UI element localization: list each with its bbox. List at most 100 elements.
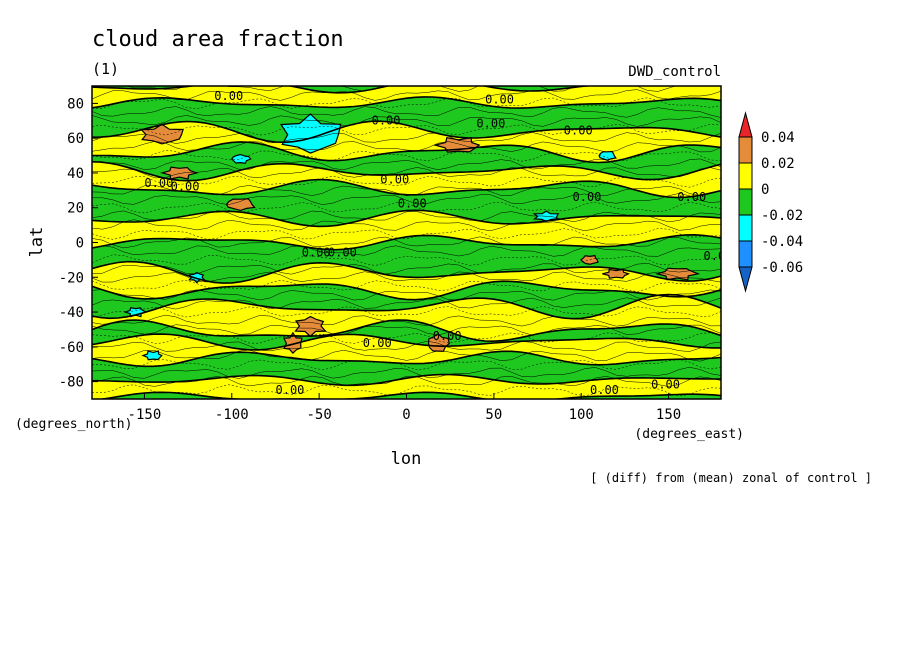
contour-line	[92, 193, 721, 205]
yellow-band-south-pole-contour	[92, 373, 721, 399]
contour-line	[92, 280, 721, 292]
contour-label: 0.00	[372, 113, 401, 127]
y-tick-label: -20	[59, 270, 84, 286]
colorbar-segment	[738, 188, 753, 216]
orange-patch-5	[294, 315, 327, 338]
y-tick-label: 0	[76, 236, 84, 252]
contour-label: 0.00	[398, 197, 427, 211]
yellow-band-60s-contour	[92, 333, 721, 368]
contour-label: 0.00	[651, 378, 680, 392]
contour-label: 0.00	[302, 245, 331, 259]
cyan-patch-4	[598, 150, 617, 161]
colorbar-segment	[738, 240, 753, 268]
yellow-band-equator-contour	[92, 209, 721, 251]
contour-line	[92, 158, 721, 171]
cyan-patch-3	[141, 350, 163, 361]
colorbar-segment-top	[738, 111, 753, 138]
colorbar-segment	[738, 162, 753, 190]
y-tick-label: -60	[59, 340, 84, 356]
contour-label: 0.00	[380, 172, 409, 186]
contour-line	[92, 167, 721, 179]
contour-line	[92, 106, 721, 118]
y-axis: -80 -60 -40 -20 0 20 40 60 80	[59, 96, 98, 391]
colorbar: 0.04 0.02 0 -0.02 -0.04 -0.06	[738, 111, 803, 293]
yellow-band-35n-contour	[92, 160, 721, 199]
yellow-band-north-pole-contour	[92, 86, 721, 109]
orange-patch-10	[580, 254, 599, 265]
colorbar-level-label: 0.04	[761, 130, 795, 146]
colorbar-level-label: -0.06	[761, 260, 803, 276]
colorbar-level-label: -0.02	[761, 208, 803, 224]
x-tick-label: 50	[485, 407, 502, 423]
contour-label: 0.00	[590, 383, 619, 397]
colorbar-segment	[738, 136, 753, 164]
colorbar-level-label: -0.04	[761, 234, 803, 250]
x-units: (degrees_east)	[634, 427, 744, 442]
contour-line	[92, 262, 721, 275]
contour-label: 0.00	[214, 89, 243, 103]
y-tick-label: -80	[59, 375, 84, 391]
contour-label: 0.00	[433, 329, 462, 343]
y-axis-label: lat	[27, 227, 47, 258]
contour-line	[92, 132, 721, 144]
yellow-band-20s	[92, 261, 721, 300]
cyan-patch-0	[280, 113, 342, 154]
cyan-patch-2	[123, 307, 148, 318]
contour-line	[92, 245, 721, 257]
contour-line	[92, 236, 721, 249]
contour-line	[92, 340, 721, 352]
contour-line	[92, 375, 721, 387]
contour-label: 0.00	[328, 245, 357, 259]
contour-label: 0.00	[573, 190, 602, 204]
y-tick-label: 80	[67, 96, 84, 112]
y-units: (degrees_north)	[15, 417, 132, 432]
contour-line	[92, 366, 721, 379]
x-axis-label: lon	[391, 449, 422, 469]
yellow-band-20s-contour	[92, 260, 721, 301]
contour-label: 0.00	[476, 117, 505, 131]
contour-line	[92, 210, 721, 223]
contour-line	[92, 271, 721, 283]
contour-line	[92, 297, 721, 310]
contour-line	[92, 219, 721, 232]
footnote: [ (diff) from (mean) zonal of control ]	[590, 471, 872, 485]
colorbar-level-label: 0.02	[761, 156, 795, 172]
contour-line	[92, 97, 721, 109]
x-tick-label: -50	[306, 407, 331, 423]
contour-label: 0.00	[704, 249, 733, 263]
y-tick-label: -40	[59, 305, 84, 321]
contour-line	[92, 254, 721, 266]
yellow-band-north-pole	[92, 86, 721, 109]
x-axis: -150 -100 -50 0 50 100 150	[128, 393, 681, 423]
y-tick-label: 40	[67, 166, 84, 182]
chart-title: cloud area fraction	[92, 27, 344, 52]
y-tick-label: 20	[67, 201, 84, 217]
y-tick-label: 60	[67, 131, 84, 147]
contour-line	[92, 324, 721, 336]
contour-label: 0.00	[276, 383, 305, 397]
contour-line	[92, 185, 721, 197]
orange-patch-0	[140, 123, 184, 145]
contour-line	[92, 306, 721, 318]
yellow-band-35n	[92, 161, 721, 198]
contour-line	[92, 141, 721, 153]
contour-line	[92, 150, 721, 162]
yellow-band-45s-contour	[92, 293, 721, 343]
yellow-band-60n-contour	[92, 120, 721, 164]
contour-line	[92, 89, 721, 101]
x-tick-label: 100	[569, 407, 594, 423]
x-tick-label: 150	[656, 407, 681, 423]
contour-line	[92, 349, 721, 362]
colorbar-level-label: 0	[761, 182, 769, 198]
contour-label: 0.00	[171, 179, 200, 193]
x-tick-label: -150	[128, 407, 162, 423]
contour-line	[92, 115, 721, 127]
plot-area: 0.000.00 0.000.00 0.00 0.000.000.00 0.000.00…	[92, 75, 733, 399]
contour-label: 0.00	[302, 75, 331, 89]
contour-label: 0.00	[363, 336, 392, 350]
colorbar-segment-bottom	[738, 266, 753, 293]
yellow-band-60s	[92, 334, 721, 367]
yellow-band-60n	[92, 121, 721, 163]
contour-label: 0.00	[677, 190, 706, 204]
chart-subtitle: (1)	[92, 60, 119, 78]
